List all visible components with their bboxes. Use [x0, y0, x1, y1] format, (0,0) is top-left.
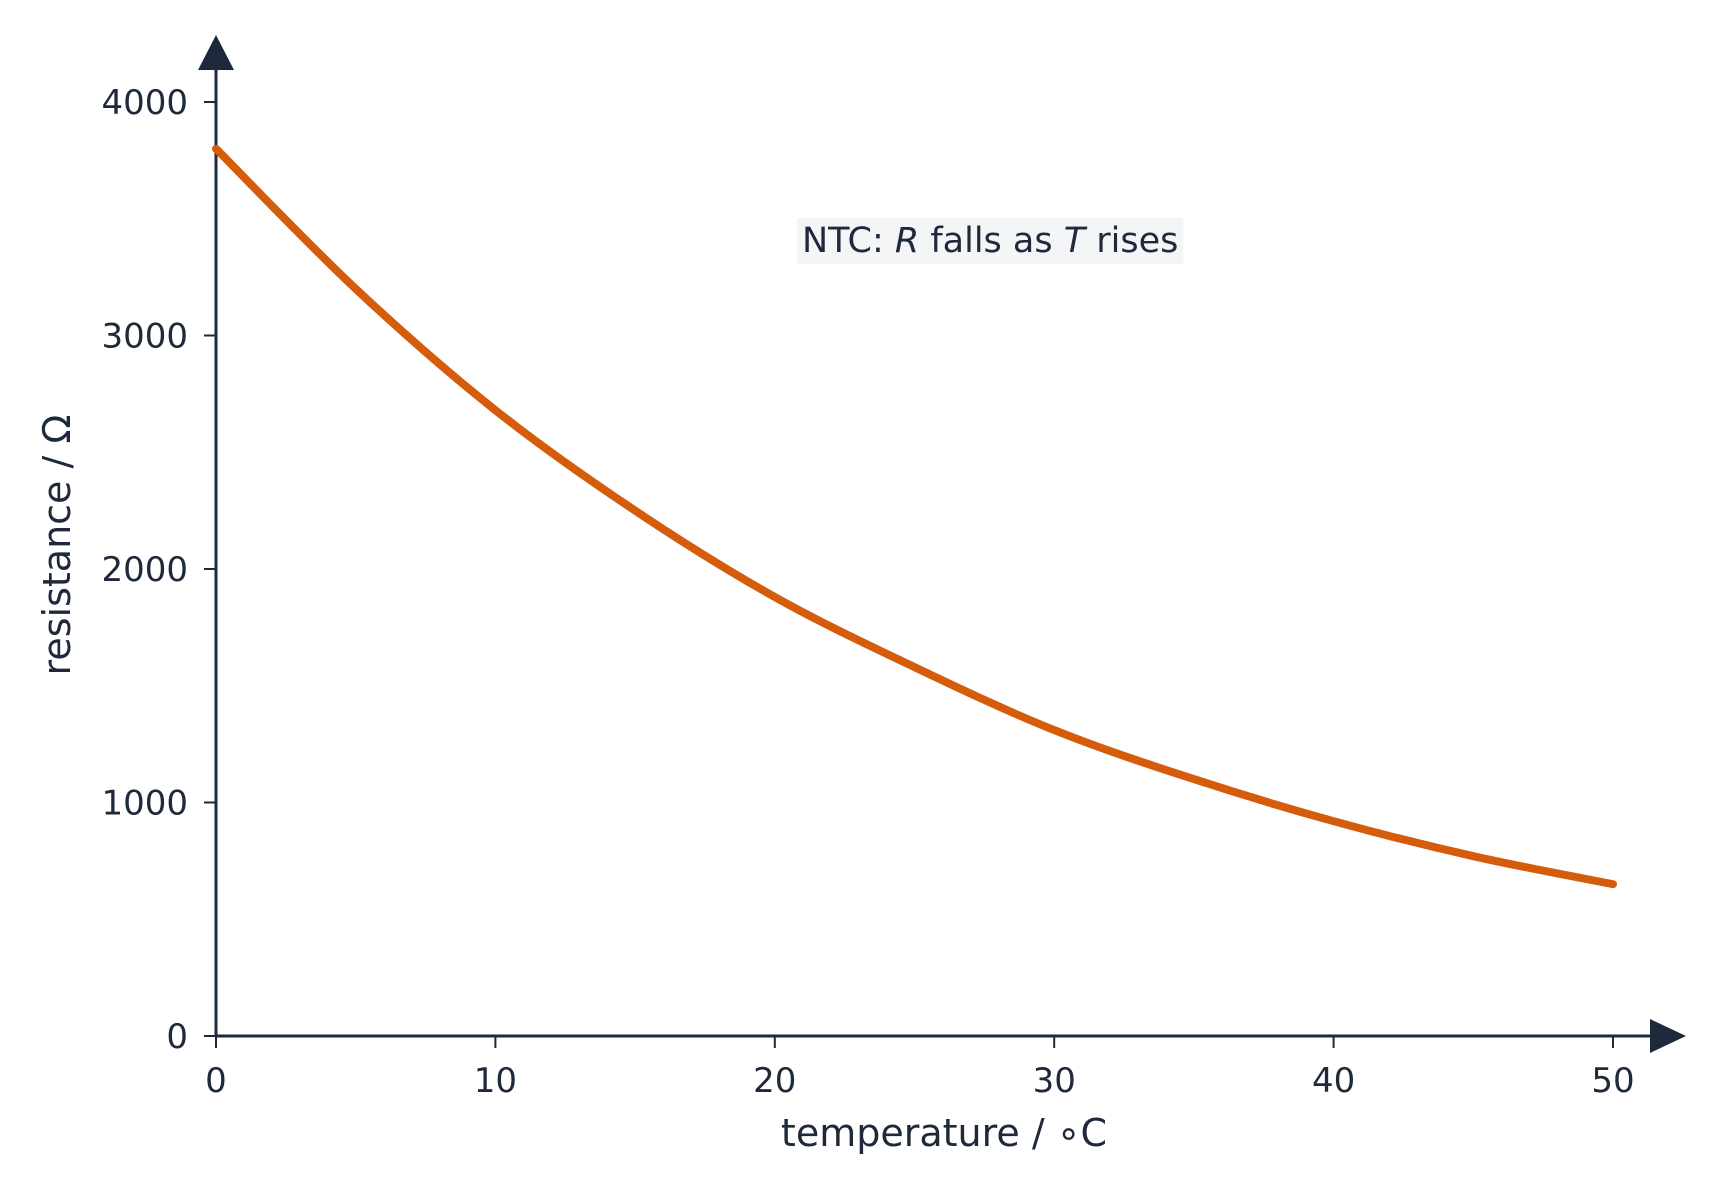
y-tick-label: 3000 [101, 317, 188, 357]
y-tick-label: 0 [166, 1017, 188, 1057]
x-tick-label: 50 [1591, 1061, 1634, 1101]
series-line [212, 144, 1617, 889]
axes [198, 35, 1686, 1053]
x-tick-label: 20 [753, 1061, 796, 1101]
x-ticks: 0 10 20 30 40 50 [205, 1036, 1635, 1101]
annotation-middle: falls as [919, 221, 1064, 261]
x-axis-title: temperature / ∘C [781, 1111, 1107, 1155]
x-tick-label: 30 [1033, 1061, 1076, 1101]
annotation-background [797, 218, 1184, 264]
y-tick-label: 1000 [101, 784, 188, 824]
y-tick-label: 2000 [101, 550, 188, 590]
x-tick-label: 40 [1312, 1061, 1355, 1101]
annotation-prefix: NTC: [802, 221, 895, 261]
y-tick-label: 4000 [101, 83, 188, 123]
annotation-var-r: R [895, 221, 919, 261]
x-axis-arrowhead [1650, 1019, 1686, 1053]
y-axis-title: resistance / Ω [35, 415, 79, 676]
annotation-text: NTC: R falls as T rises [802, 221, 1178, 261]
series-layer [212, 144, 1617, 889]
x-tick-label: 10 [474, 1061, 517, 1101]
x-tick-label: 0 [205, 1061, 227, 1101]
y-ticks: 0 1000 2000 3000 4000 [101, 83, 216, 1057]
annotation: NTC: R falls as T rises [797, 218, 1184, 264]
annotation-suffix: rises [1085, 221, 1178, 261]
annotation-var-t: T [1064, 221, 1088, 261]
y-axis-arrowhead [198, 35, 234, 70]
